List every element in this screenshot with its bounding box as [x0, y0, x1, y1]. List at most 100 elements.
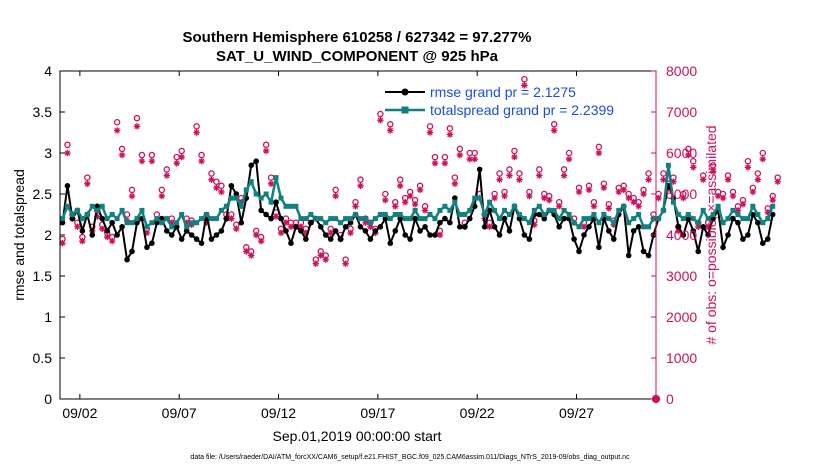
plot-area [59, 75, 781, 404]
obs-assimilated-marker [491, 194, 498, 202]
spread-point [680, 216, 686, 222]
obs-assimilated-marker [382, 196, 389, 204]
obs-possible-marker [431, 153, 439, 161]
spread-point [328, 216, 334, 222]
obs-assimilated-marker [605, 205, 613, 212]
rmse-point [283, 228, 289, 234]
rmse-point [417, 228, 423, 234]
rmse-point [69, 215, 76, 222]
spread-point [487, 199, 493, 205]
spread-point [174, 220, 180, 226]
rmse-point [357, 224, 364, 230]
obs-assimilated-stroke [506, 172, 513, 179]
rmse-point [526, 236, 533, 242]
spread-point [208, 216, 214, 222]
rmse-point [690, 228, 697, 234]
spread-point [735, 212, 741, 217]
obs-assimilated-stroke [516, 176, 523, 183]
rmse-point [476, 166, 483, 173]
spread-point [477, 195, 483, 201]
obs-possible-marker [208, 170, 215, 177]
obs-possible-marker [198, 151, 205, 159]
left-tick-label: 1.5 [33, 268, 53, 284]
obs-possible-marker [262, 141, 270, 149]
obs-assimilated-marker [173, 160, 180, 167]
spread-point [506, 212, 512, 217]
obs-assimilated-stroke [621, 187, 627, 193]
obs-possible-marker [133, 114, 141, 122]
rmse-point [541, 215, 548, 222]
spread-point [636, 212, 642, 217]
obs-assimilated-marker [392, 203, 399, 210]
left-tick-label: 2.5 [33, 186, 53, 202]
rmse-point [491, 224, 498, 230]
obs-assimilated-stroke [765, 209, 771, 216]
obs-possible-marker [138, 151, 146, 159]
spread-point [551, 207, 557, 213]
obs-assimilated-marker [317, 252, 324, 259]
obs-assimilated-stroke [645, 176, 652, 183]
obs-assimilated-stroke [496, 176, 503, 183]
rmse-point [238, 219, 245, 226]
obs-assimilated-stroke [367, 224, 374, 230]
obs-assimilated-marker [759, 155, 766, 163]
obs-assimilated-stroke [278, 230, 284, 236]
rmse-point [129, 248, 135, 255]
obs-assimilated-marker [64, 149, 71, 157]
spread-point [581, 216, 587, 222]
rmse-point [561, 215, 567, 222]
obs-assimilated-marker [218, 188, 225, 196]
obs-assimilated-stroke [685, 152, 691, 158]
obs-assimilated-stroke [407, 193, 413, 199]
rmse-point [233, 191, 240, 197]
spread-point [616, 207, 622, 213]
obs-assimilated-marker [426, 129, 434, 136]
obs-assimilated-marker [774, 178, 781, 185]
obs-assimilated-stroke [586, 187, 592, 193]
spread-point [660, 207, 666, 213]
obs-assimilated-marker [99, 225, 106, 233]
obs-assimilated-marker [685, 151, 692, 159]
obs-assimilated-stroke [342, 261, 349, 267]
obs-assimilated-stroke [566, 156, 572, 162]
spread-point [397, 212, 403, 217]
rmse-point [422, 224, 428, 230]
obs-assimilated-marker [719, 194, 727, 202]
obs-assimilated-stroke [313, 261, 319, 267]
obs-assimilated-marker [521, 82, 528, 89]
obs-assimilated-marker [401, 199, 409, 206]
rmse-point [218, 228, 225, 234]
obs-assimilated-stroke [630, 199, 637, 205]
spread-point [308, 212, 314, 217]
obs-assimilated-marker [516, 176, 523, 183]
obs-possible-marker [456, 145, 464, 153]
left-tick-label: 3 [44, 145, 52, 161]
obs-assimilated-marker [416, 186, 424, 194]
obs-assimilated-stroke [74, 224, 81, 230]
spread-point [382, 212, 388, 217]
obs-assimilated-marker [108, 237, 116, 245]
obs-assimilated-marker [709, 168, 717, 175]
spread-point [303, 216, 309, 222]
obs-assimilated-marker [536, 172, 543, 179]
obs-assimilated-marker [456, 151, 464, 159]
legend-spread-marker [401, 106, 409, 114]
obs-assimilated-stroke [750, 189, 756, 195]
obs-assimilated-marker [347, 229, 354, 237]
spread-point [278, 195, 284, 201]
spread-point [189, 220, 195, 226]
obs-assimilated-stroke [402, 199, 408, 205]
rmse-point [263, 211, 269, 218]
spread-point [447, 207, 453, 213]
obs-assimilated-marker [327, 229, 334, 237]
plot-frame [59, 70, 657, 400]
obs-assimilated-stroke [442, 160, 448, 166]
spread-point [69, 212, 75, 217]
obs-assimilated-stroke [447, 131, 453, 138]
spread-point [179, 212, 185, 217]
obs-possible-marker [660, 170, 667, 177]
obs-assimilated-marker [625, 194, 632, 202]
spread-point [705, 216, 711, 222]
rmse-point [437, 219, 443, 226]
